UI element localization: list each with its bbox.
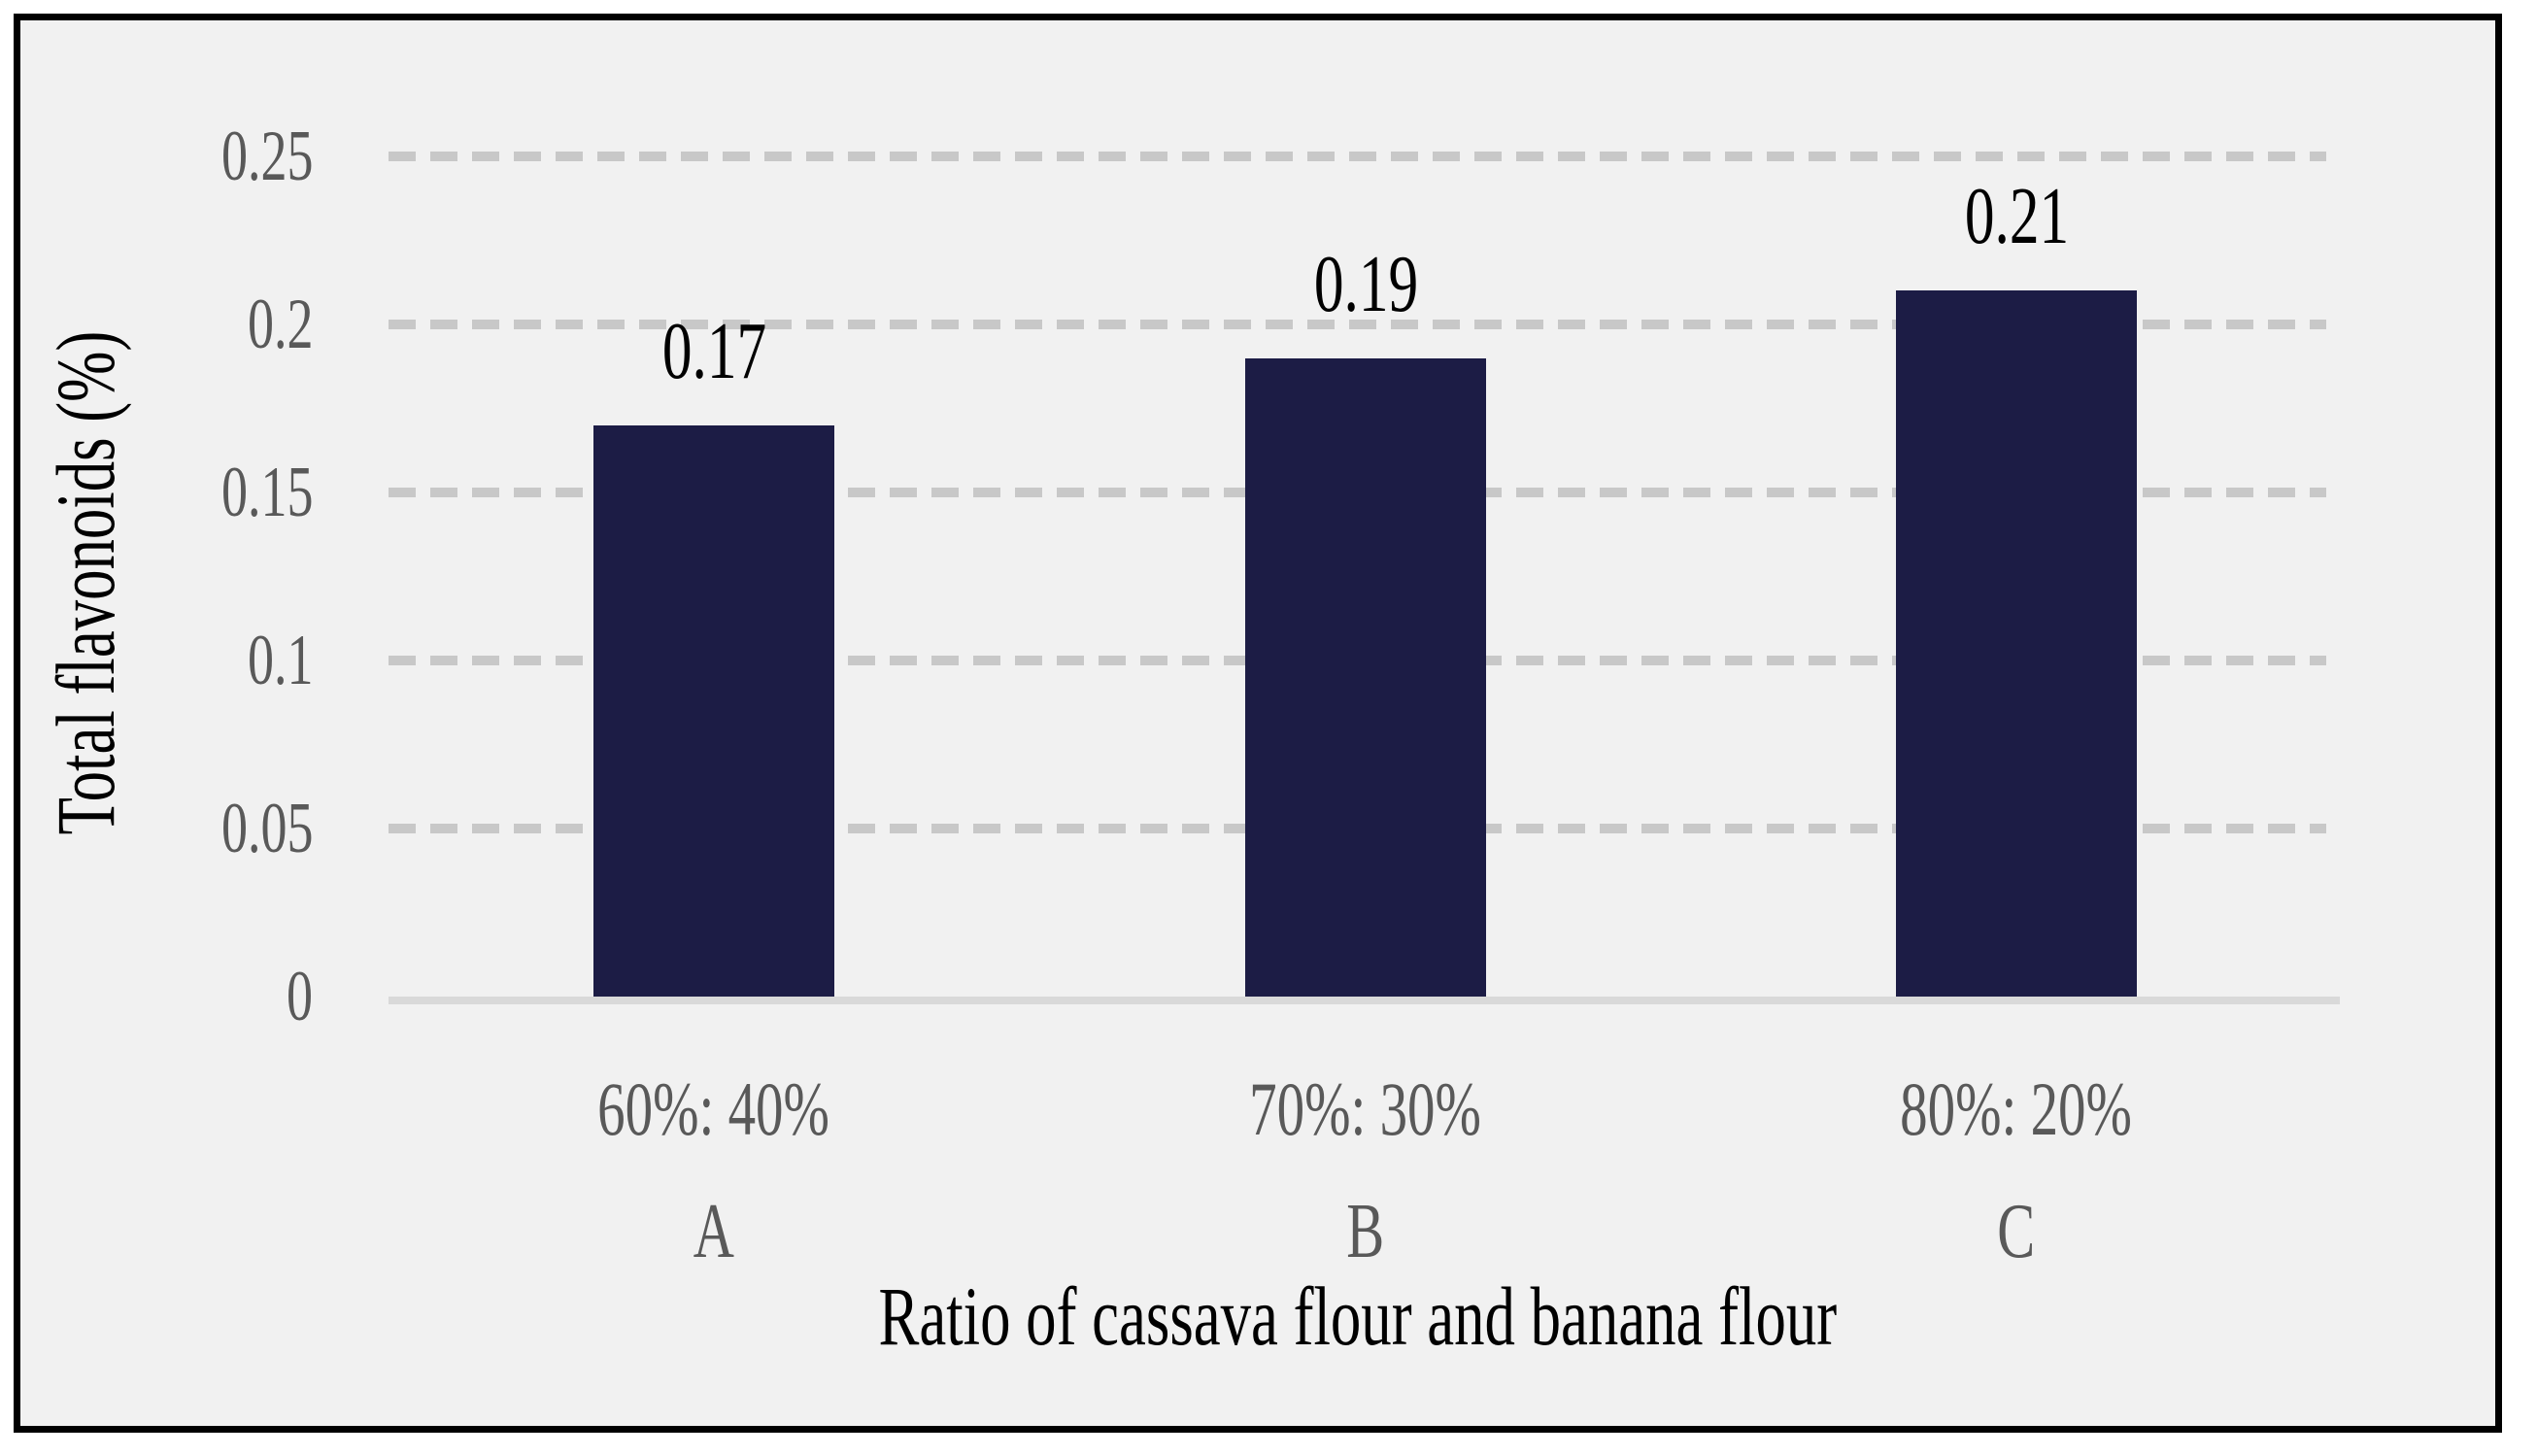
x-category-text: 70%: 30%	[1249, 1067, 1482, 1151]
bar-value-text: 0.19	[1313, 238, 1418, 329]
y-tick-label: 0	[70, 952, 313, 1041]
x-axis-title-text: Ratio of cassava flour and banana flour	[878, 1270, 1837, 1363]
bar-value-label: 0.17	[520, 305, 908, 396]
x-axis-baseline	[389, 997, 2340, 1004]
y-tick-label-text: 0.2	[247, 285, 313, 364]
bar-A	[593, 424, 834, 997]
bar-value-label: 0.19	[1171, 238, 1560, 329]
y-tick-label-text: 0	[286, 957, 313, 1036]
y-tick-label-text: 0.25	[220, 117, 313, 196]
x-category-letter: B	[1074, 1183, 1657, 1280]
y-tick-label: 0.15	[70, 448, 313, 537]
y-tick-label: 0.2	[70, 280, 313, 369]
x-category-label: 80%: 20%	[1725, 1061, 2308, 1158]
y-tick-label: 0.25	[70, 112, 313, 201]
y-axis-title: Total flavonoids (%)	[39, 330, 132, 835]
gridline	[389, 152, 2326, 161]
bar-value-label: 0.21	[1822, 172, 2211, 261]
x-category-letter-text: C	[1997, 1189, 2036, 1274]
bar-value-text: 0.21	[1964, 171, 2069, 262]
x-category-text: 80%: 20%	[1900, 1067, 2133, 1151]
y-tick-label: 0.05	[70, 784, 313, 873]
x-category-label: 60%: 40%	[423, 1061, 1005, 1158]
x-category-letter: C	[1725, 1183, 2308, 1280]
x-category-letter-text: A	[693, 1189, 735, 1274]
bar-B	[1245, 357, 1486, 997]
x-category-label: 70%: 30%	[1074, 1061, 1657, 1158]
x-category-letter: A	[423, 1183, 1005, 1280]
bar-value-text: 0.17	[661, 305, 766, 396]
x-category-letter-text: B	[1346, 1189, 1385, 1274]
x-category-text: 60%: 40%	[597, 1067, 830, 1151]
y-tick-label-text: 0.05	[220, 789, 313, 868]
y-tick-label-text: 0.1	[247, 621, 313, 700]
x-axis-title: Ratio of cassava flour and banana flour	[389, 1274, 2326, 1358]
bar-C	[1896, 290, 2137, 997]
y-tick-label-text: 0.15	[220, 453, 313, 532]
gridline	[389, 320, 2326, 329]
y-tick-label: 0.1	[70, 616, 313, 705]
